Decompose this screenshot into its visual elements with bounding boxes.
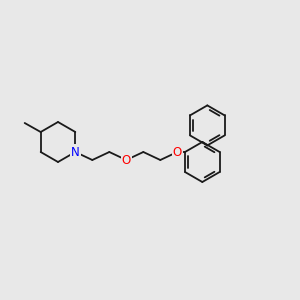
Text: O: O	[122, 154, 131, 166]
Text: O: O	[173, 146, 182, 158]
Text: N: N	[71, 146, 80, 158]
